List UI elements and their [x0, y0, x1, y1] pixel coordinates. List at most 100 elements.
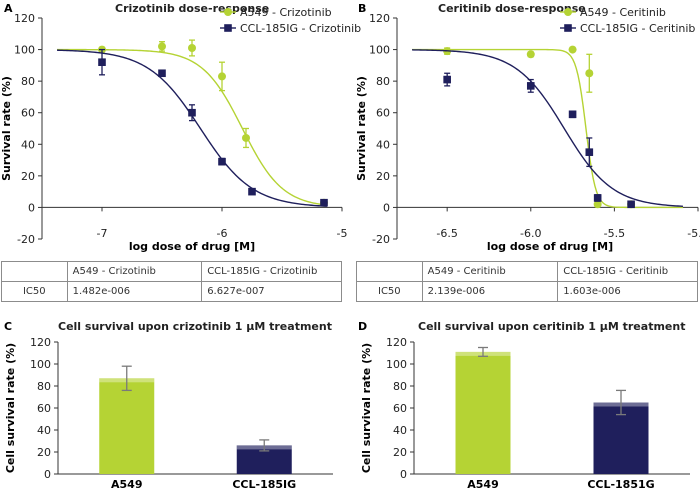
data-point-ccl — [627, 200, 635, 209]
ic50-row-label: IC50 — [1, 281, 68, 302]
y-tick-label: 20 — [37, 446, 51, 459]
x-axis-label: log dose of drug [M] — [129, 240, 255, 253]
panel-letter: B — [358, 2, 366, 15]
bar-a549 — [99, 378, 155, 474]
data-point-ccl — [593, 194, 602, 202]
fit-curve-ccl — [412, 49, 683, 207]
data-point-a549 — [218, 72, 226, 81]
ic50-value-a549: 2.139e-006 — [421, 281, 559, 302]
x-tick-label: -5.5 — [604, 227, 625, 240]
legend-label: A549 - Crizotinib — [240, 6, 332, 19]
y-tick-label: 40 — [376, 138, 390, 151]
y-tick-label: 100 — [369, 44, 390, 57]
y-tick-label: 120 — [369, 12, 390, 25]
y-tick-label: 40 — [37, 424, 51, 437]
legend-label: A549 - Ceritinib — [580, 6, 666, 19]
data-point-ccl — [443, 75, 451, 84]
ic50-header-ccl: CCL-185IG - Crizotinib — [201, 261, 342, 282]
y-axis-label: Survival rate (%) — [0, 76, 13, 181]
y-tick-label: 120 — [386, 336, 407, 349]
legend-label: CCL-185IG - Ceritinib — [580, 22, 695, 35]
y-tick-label: -20 — [17, 233, 35, 246]
y-tick-label: 0 — [28, 201, 35, 214]
y-tick-label: 60 — [37, 402, 51, 415]
data-point-a549 — [188, 43, 196, 52]
x-tick-label: -5 — [337, 227, 348, 240]
data-point-ccl — [585, 148, 594, 156]
data-point-ccl — [526, 82, 535, 90]
y-tick-label: -20 — [372, 233, 390, 246]
y-tick-label: 100 — [14, 44, 35, 57]
category-label: A549 — [467, 478, 498, 489]
data-point-a549 — [568, 45, 577, 54]
y-tick-label: 120 — [14, 12, 35, 25]
fit-curve-ccl — [56, 49, 328, 207]
y-tick-label: 80 — [21, 75, 35, 88]
chart-title: Ceritinib dose-response — [438, 2, 586, 15]
y-tick-label: 40 — [393, 424, 407, 437]
y-tick-label: 0 — [400, 468, 407, 481]
category-label: A549 — [111, 478, 142, 489]
data-point-a549 — [242, 133, 250, 142]
x-tick-label: -7 — [97, 227, 108, 240]
y-axis-label: Survival rate (%) — [355, 76, 368, 181]
bar-a549 — [455, 351, 511, 474]
ic50-value-a549: 1.482e-006 — [66, 281, 203, 302]
y-tick-label: 60 — [21, 107, 35, 120]
y-tick-label: 80 — [37, 380, 51, 393]
fit-curve-a549 — [412, 48, 683, 209]
data-point-ccl — [248, 187, 256, 196]
ic50-value-row: IC50 2.139e-006 1.603e-006 — [356, 281, 698, 302]
ic50-header-a549: A549 - Crizotinib — [66, 261, 203, 282]
y-tick-label: 0 — [383, 201, 390, 214]
y-tick-label: 120 — [30, 336, 51, 349]
ic50-corner-cell — [356, 261, 423, 282]
data-point-ccl — [98, 58, 106, 66]
y-tick-label: 20 — [21, 170, 35, 183]
y-tick-label: 40 — [21, 138, 35, 151]
chart-title: Cell survival upon crizotinib 1 μM treat… — [58, 320, 332, 333]
x-tick-label: -6 — [217, 227, 228, 240]
ic50-value-ccl: 6.627e-007 — [201, 281, 342, 302]
fit-curve-a549 — [57, 48, 328, 206]
data-point-ccl — [188, 108, 196, 117]
ic50-value-ccl: 1.603e-006 — [557, 281, 698, 302]
ic50-header-ccl: CCL-185IG - Ceritinib — [557, 261, 698, 282]
legend-marker — [224, 24, 232, 32]
legend-label: CCL-185IG - Crizotinib — [240, 22, 361, 35]
legend-marker — [564, 8, 572, 16]
legend-marker — [224, 8, 232, 16]
y-tick-label: 20 — [376, 170, 390, 183]
y-tick-label: 80 — [376, 75, 390, 88]
y-tick-label: 100 — [30, 358, 51, 371]
y-tick-label: 60 — [376, 107, 390, 120]
data-point-a549 — [526, 50, 535, 59]
chart-title: Cell survival upon ceritinib 1 μM treatm… — [418, 320, 685, 333]
x-axis-label: log dose of drug [M] — [487, 240, 613, 253]
y-axis-label: Cell survival rate (%) — [360, 343, 373, 473]
y-axis-label: Cell survival rate (%) — [4, 343, 17, 473]
data-point-a549 — [158, 42, 166, 51]
panel-letter: D — [358, 320, 367, 333]
data-point-ccl — [158, 69, 166, 78]
y-tick-label: 80 — [393, 380, 407, 393]
data-point-ccl — [320, 198, 328, 207]
category-label: CCL-185IG — [232, 478, 296, 489]
data-point-a549 — [585, 69, 594, 78]
ic50-header-row: A549 - Ceritinib CCL-185IG - Ceritinib — [356, 261, 698, 282]
ic50-value-row: IC50 1.482e-006 6.627e-007 — [1, 281, 342, 302]
x-tick-label: -5.0 — [687, 227, 700, 240]
data-point-ccl — [218, 157, 226, 166]
category-label: CCL-1851G — [587, 478, 654, 489]
y-tick-label: 0 — [44, 468, 51, 481]
y-tick-label: 100 — [386, 358, 407, 371]
y-tick-label: 20 — [393, 446, 407, 459]
ic50-corner-cell — [1, 261, 68, 282]
x-tick-label: -6.5 — [436, 227, 457, 240]
ic50-table-ceritinib: A549 - Ceritinib CCL-185IG - Ceritinib I… — [356, 261, 698, 302]
ic50-row-label: IC50 — [356, 281, 423, 302]
x-tick-label: -6.0 — [520, 227, 541, 240]
y-tick-label: 60 — [393, 402, 407, 415]
ic50-header-a549: A549 - Ceritinib — [421, 261, 559, 282]
